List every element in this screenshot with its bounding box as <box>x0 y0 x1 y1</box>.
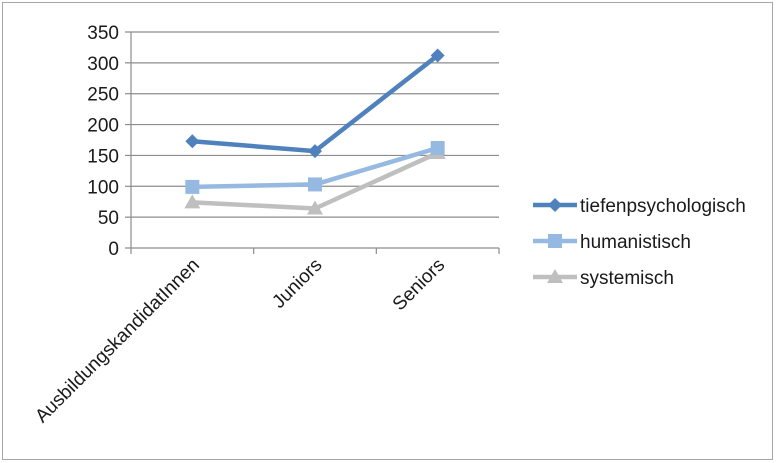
y-tick-labels: 0 50 100 150 200 250 300 350 <box>87 23 119 260</box>
legend-label: tiefenpsychologisch <box>580 196 746 217</box>
y-tick-label: 350 <box>87 23 119 44</box>
legend-item-systemisch: systemisch <box>533 268 674 289</box>
legend-item-tiefenpsychologisch: tiefenpsychologisch <box>533 196 746 217</box>
data-point-systemisch-1 <box>307 200 323 215</box>
series <box>184 48 446 215</box>
legend-label: humanistisch <box>580 232 691 253</box>
data-point-humanistisch-0 <box>185 179 200 194</box>
y-tick-label: 150 <box>87 146 119 167</box>
data-point-systemisch-0 <box>184 194 201 209</box>
legend-marker-systemisch <box>547 269 563 283</box>
y-tick-label: 0 <box>108 239 119 260</box>
legend-marker-humanistisch <box>548 234 562 248</box>
y-tick-label: 200 <box>87 116 119 137</box>
legend-label: systemisch <box>580 268 674 289</box>
legend: tiefenpsychologisch humanistisch systemisc… <box>533 196 746 289</box>
x-tick-label: AusbildungskandidatInnen <box>31 255 203 427</box>
x-tick-label: Juniors <box>268 255 326 313</box>
data-point-humanistisch-1 <box>308 177 322 192</box>
legend-marker-tiefenpsychologisch <box>548 198 562 212</box>
data-point-tiefenpsychologisch-0 <box>185 134 200 149</box>
x-tick-labels: AusbildungskandidatInnen Juniors Seniors <box>31 255 449 427</box>
series-line-tiefenpsychologisch <box>192 53 440 154</box>
y-tick-label: 300 <box>87 54 119 75</box>
legend-item-humanistisch: humanistisch <box>533 232 691 253</box>
data-point-humanistisch-2 <box>430 141 445 156</box>
data-point-tiefenpsychologisch-2 <box>430 48 445 63</box>
x-tick-label: Seniors <box>389 255 449 315</box>
data-point-tiefenpsychologisch-1 <box>308 144 322 159</box>
axes <box>125 31 500 254</box>
y-tick-label: 250 <box>87 85 119 106</box>
y-tick-label: 100 <box>87 177 119 198</box>
line-chart: 0 50 100 150 200 250 300 350 Ausbildungskandida… <box>31 23 746 427</box>
y-tick-label: 50 <box>98 208 119 229</box>
